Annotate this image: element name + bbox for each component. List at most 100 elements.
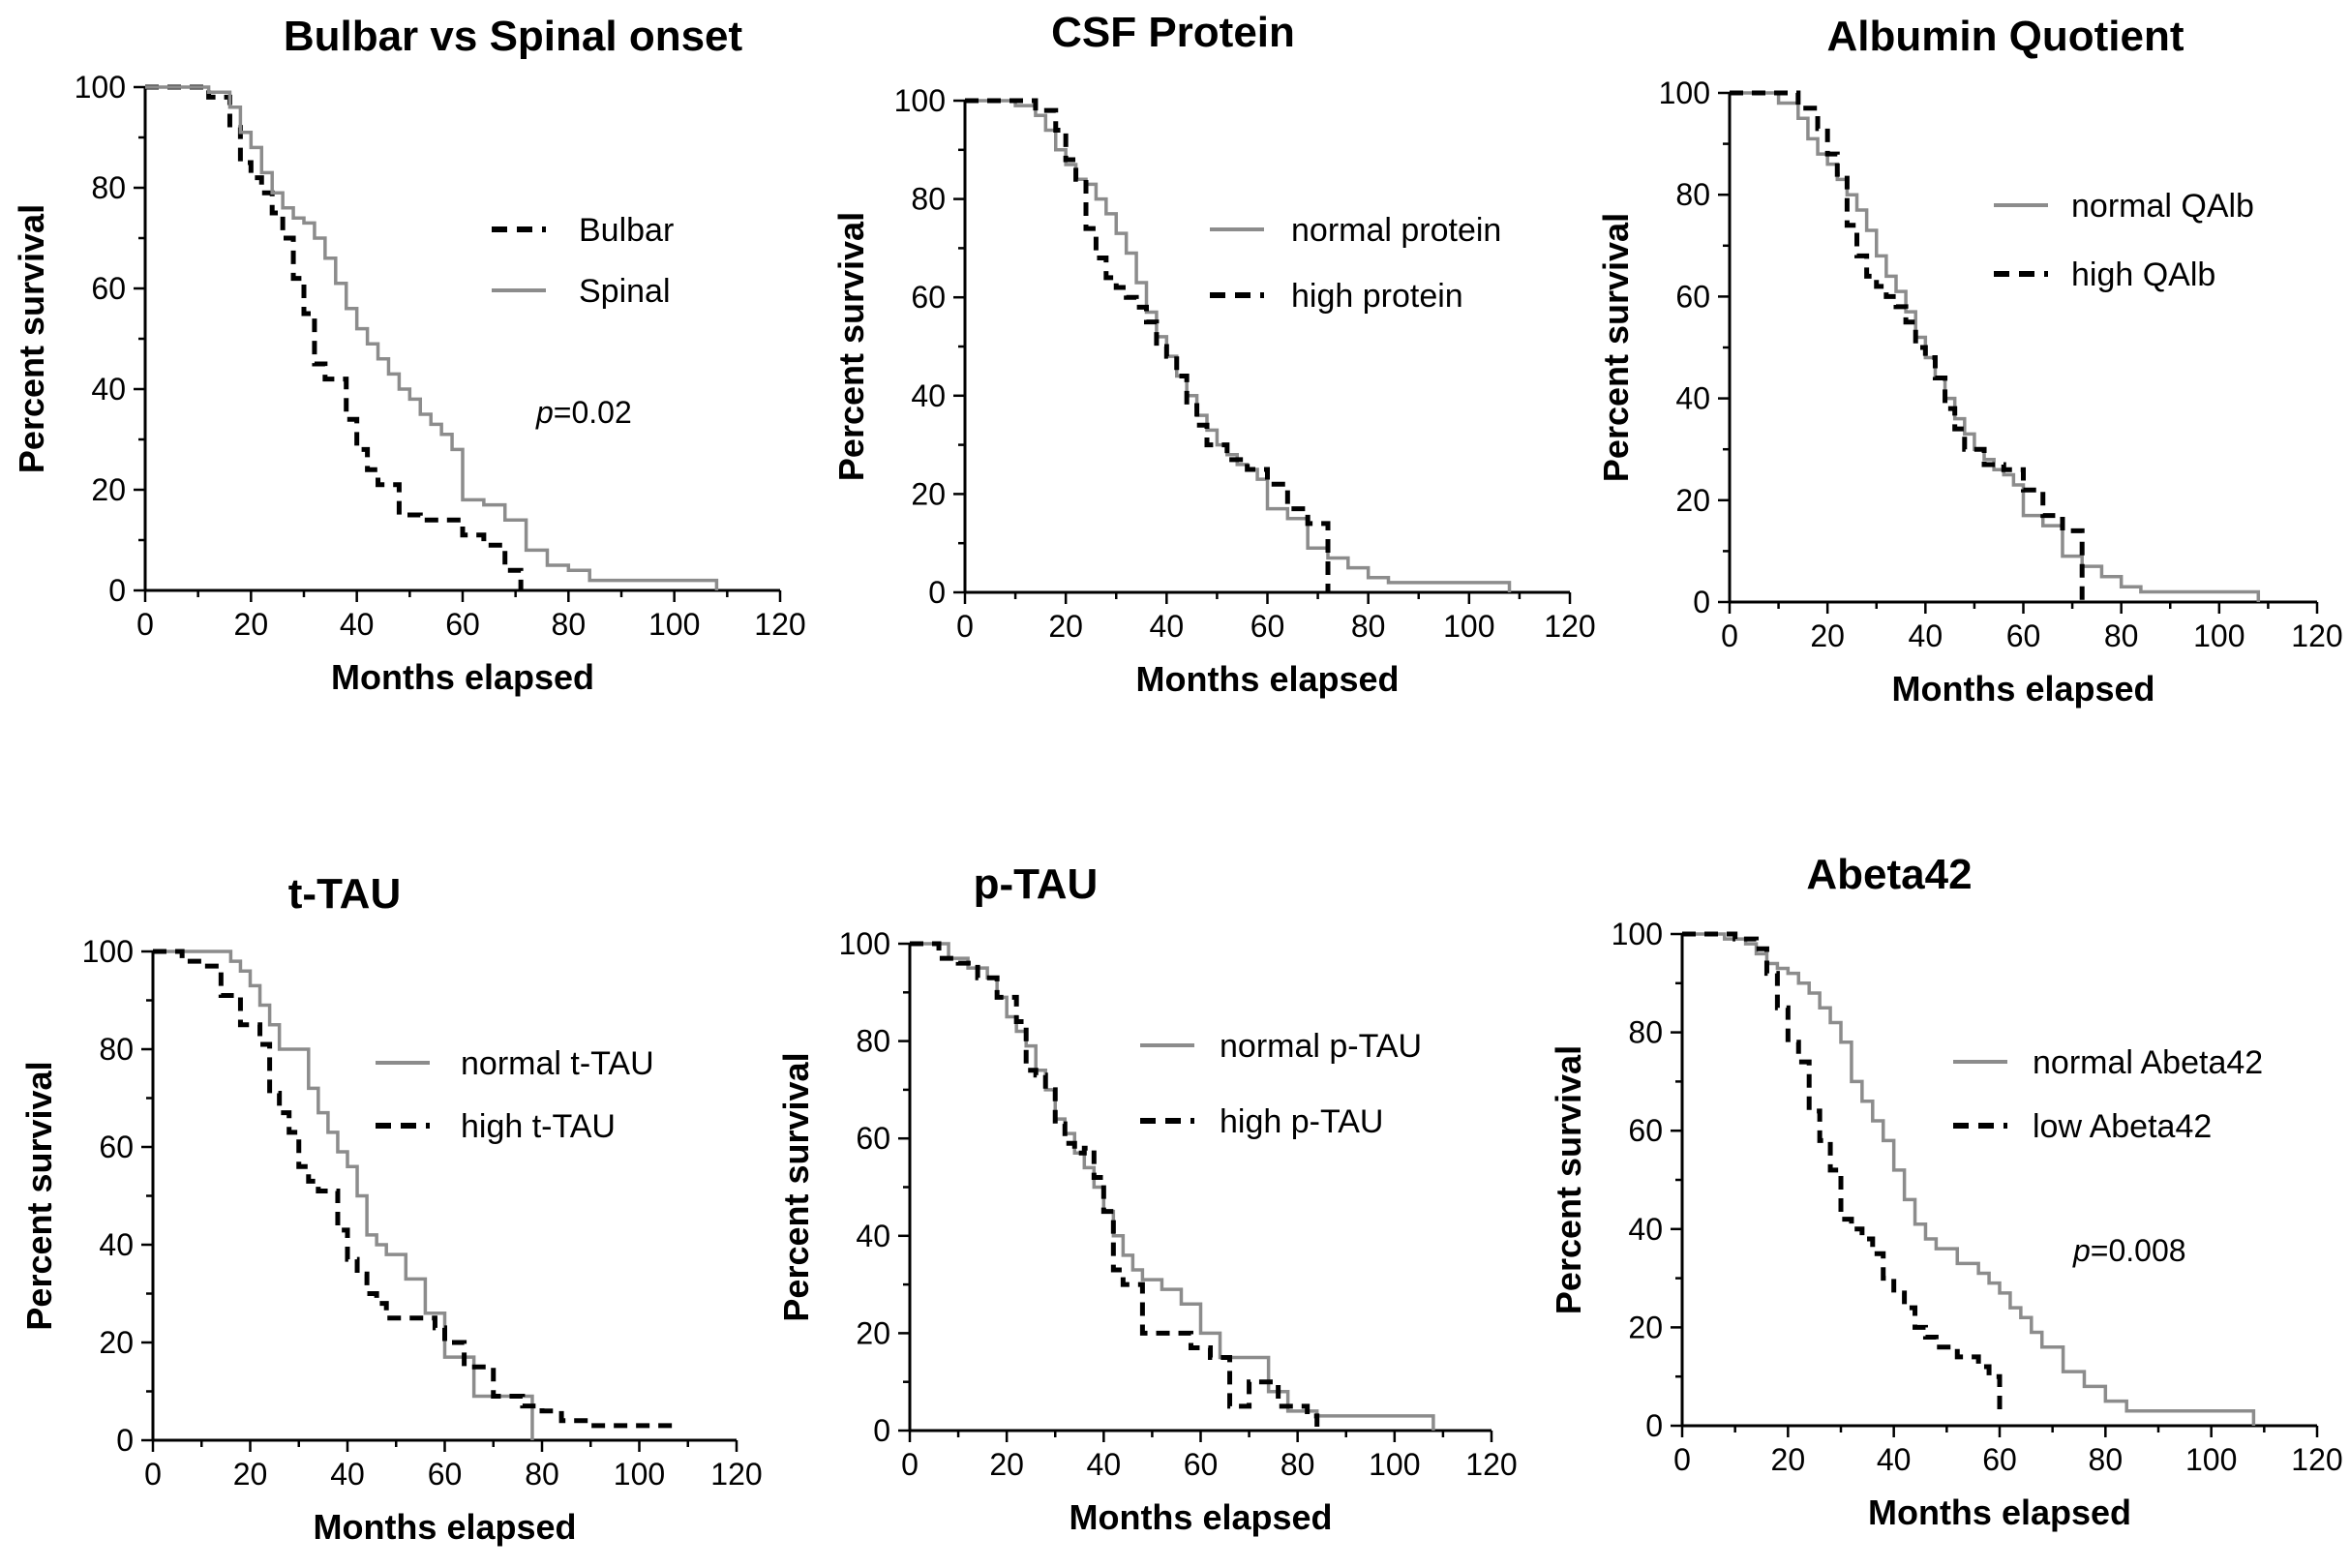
y-tick-label: 100 xyxy=(839,926,890,961)
y-tick-label: 0 xyxy=(873,1413,890,1448)
y-tick-label: 80 xyxy=(99,1032,134,1067)
y-tick-label: 100 xyxy=(1659,75,1710,110)
y-tick-label: 80 xyxy=(91,170,126,205)
p-value-annotation: p=0.02 xyxy=(535,395,632,430)
series-line-low-abeta42 xyxy=(1682,931,2003,1411)
y-tick-label: 20 xyxy=(1675,483,1710,518)
legend-label: normal t-TAU xyxy=(461,1045,654,1082)
y-tick-label: 60 xyxy=(91,271,126,306)
chart-title: p-TAU xyxy=(974,860,1099,908)
y-tick-label: 40 xyxy=(911,378,946,413)
y-tick-label: 20 xyxy=(1628,1310,1663,1344)
x-tick-label: 80 xyxy=(525,1457,559,1492)
x-tick-label: 20 xyxy=(1810,618,1845,653)
y-tick-label: 40 xyxy=(1628,1212,1663,1247)
x-tick-label: 60 xyxy=(1982,1442,2017,1477)
y-tick-label: 80 xyxy=(911,182,946,217)
legend-label: high p-TAU xyxy=(1220,1103,1383,1140)
legend-label: Bulbar xyxy=(579,212,674,249)
chart-panel-4: p-TAU 0 20 40 60 80 100 120 0 20 40 60 80 100 Months e… xyxy=(776,860,1518,1537)
series-line-normal-abeta42 xyxy=(1682,932,2256,1426)
x-tick-label: 120 xyxy=(1465,1447,1517,1482)
y-tick-label: 100 xyxy=(75,70,126,105)
x-tick-label: 100 xyxy=(1443,609,1494,644)
x-axis-label: Months elapsed xyxy=(331,657,594,697)
p-value-symbol: p xyxy=(535,395,554,430)
x-tick-label: 20 xyxy=(233,1457,268,1492)
x-tick-label: 40 xyxy=(1877,1442,1912,1477)
x-tick-label: 20 xyxy=(989,1447,1024,1482)
x-tick-label: 80 xyxy=(2089,1442,2124,1477)
x-tick-label: 0 xyxy=(144,1457,162,1492)
y-axis-label: Percent survival xyxy=(12,204,51,473)
chart-title: CSF Protein xyxy=(1051,9,1295,56)
y-tick-label: 20 xyxy=(99,1325,134,1360)
y-tick-label: 80 xyxy=(856,1024,890,1059)
x-tick-label: 60 xyxy=(2006,618,2041,653)
x-tick-label: 100 xyxy=(1369,1447,1420,1482)
y-tick-label: 60 xyxy=(911,280,946,315)
x-tick-label: 100 xyxy=(614,1457,665,1492)
y-tick-label: 0 xyxy=(116,1423,134,1458)
y-tick-label: 20 xyxy=(91,472,126,507)
y-tick-label: 0 xyxy=(1693,585,1710,619)
x-tick-label: 40 xyxy=(1909,618,1943,653)
x-tick-label: 100 xyxy=(2185,1442,2237,1477)
series-line-normal-p-tau xyxy=(910,942,1435,1431)
legend-label: low Abeta42 xyxy=(2033,1108,2212,1145)
x-tick-label: 0 xyxy=(901,1447,919,1482)
x-axis-label: Months elapsed xyxy=(1868,1493,2131,1532)
chart-panel-3: t-TAU 0 20 40 60 80 100 120 0 20 40 60 80 100 Months e… xyxy=(19,870,763,1547)
y-tick-label: 40 xyxy=(99,1227,134,1262)
y-tick-label: 100 xyxy=(894,83,946,118)
legend-label: normal QAlb xyxy=(2071,188,2254,225)
series-line-normal-t-tau xyxy=(153,950,534,1440)
p-value-text: =0.008 xyxy=(2091,1233,2186,1268)
y-tick-label: 0 xyxy=(928,575,946,610)
y-tick-label: 40 xyxy=(91,372,126,407)
y-tick-label: 100 xyxy=(1612,917,1663,951)
y-tick-label: 20 xyxy=(856,1315,890,1350)
p-value-annotation: p=0.008 xyxy=(2072,1233,2186,1268)
chart-title: t-TAU xyxy=(288,870,401,918)
legend-label: high QAlb xyxy=(2071,256,2215,293)
x-tick-label: 120 xyxy=(754,607,805,642)
series-line-high-p-tau xyxy=(910,941,1320,1431)
x-tick-label: 20 xyxy=(1048,609,1083,644)
chart-title: Bulbar vs Spinal onset xyxy=(284,13,743,60)
series-line-spinal xyxy=(145,85,719,590)
y-tick-label: 40 xyxy=(1675,381,1710,416)
x-tick-label: 0 xyxy=(956,609,974,644)
x-tick-label: 120 xyxy=(2291,618,2342,653)
chart-title: Abeta42 xyxy=(1806,851,1972,898)
x-tick-label: 120 xyxy=(1544,609,1595,644)
y-tick-label: 100 xyxy=(82,934,134,969)
x-tick-label: 40 xyxy=(340,607,375,642)
y-axis-label: Percent survival xyxy=(776,1052,816,1321)
series-line-normal-qalb xyxy=(1730,91,2261,602)
x-tick-label: 100 xyxy=(648,607,700,642)
x-tick-label: 100 xyxy=(2193,618,2245,653)
series-line-high-protein xyxy=(965,98,1331,592)
x-axis-label: Months elapsed xyxy=(313,1507,576,1547)
series-line-normal-protein xyxy=(965,99,1512,592)
x-tick-label: 60 xyxy=(1184,1447,1219,1482)
x-tick-label: 0 xyxy=(1721,618,1738,653)
x-tick-label: 80 xyxy=(2104,618,2139,653)
series-line-high-t-tau xyxy=(153,949,678,1429)
y-axis-label: Percent survival xyxy=(19,1061,59,1330)
p-value-text: =0.02 xyxy=(554,395,632,430)
y-tick-label: 60 xyxy=(99,1130,134,1164)
y-axis-label: Percent survival xyxy=(1549,1045,1588,1314)
y-tick-label: 60 xyxy=(1628,1113,1663,1148)
series-line-high-qalb xyxy=(1730,90,2085,602)
y-tick-label: 80 xyxy=(1675,177,1710,212)
chart-panel-1: CSF Protein 0 20 40 60 80 100 120 0 20 40 60 80 100 Mo… xyxy=(831,9,1596,699)
legend-label: high protein xyxy=(1291,278,1463,315)
x-tick-label: 20 xyxy=(1771,1442,1806,1477)
x-axis-label: Months elapsed xyxy=(1891,669,2154,709)
x-tick-label: 60 xyxy=(1250,609,1285,644)
y-tick-label: 60 xyxy=(856,1121,890,1156)
chart-panel-5: Abeta42 0 20 40 60 80 100 120 0 20 40 60 80 100 Months… xyxy=(1549,851,2343,1532)
